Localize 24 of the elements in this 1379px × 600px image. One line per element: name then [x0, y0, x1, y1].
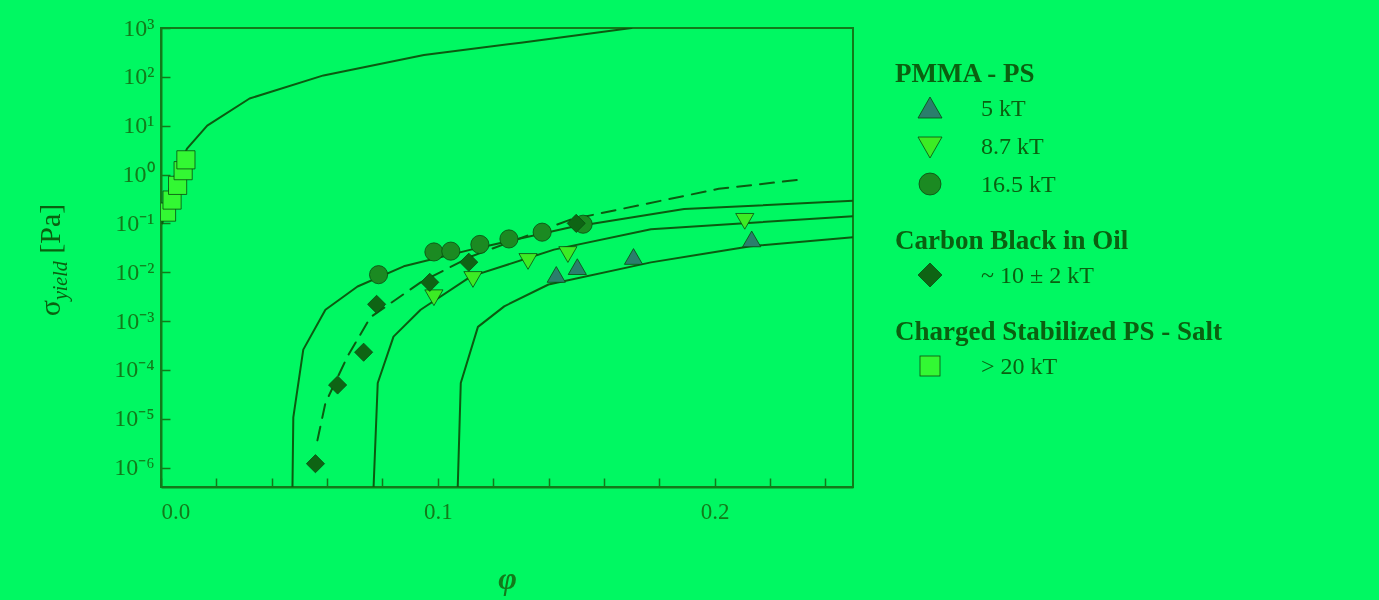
- legend-label: 16.5 kT: [981, 170, 1056, 198]
- y-tick-label: 10⁻⁴: [114, 356, 155, 383]
- y-tick-label: 10³: [123, 14, 155, 41]
- y-tick-label: 10²: [123, 63, 155, 90]
- text: Charged Stabilized PS - Salt: [895, 316, 1223, 347]
- y-tick-label: 10¹: [123, 112, 155, 139]
- y-tick-label: 10⁰: [122, 161, 155, 188]
- y-tick-label: 10⁻²: [115, 258, 155, 285]
- y-tick-label: 10⁻³: [115, 307, 155, 334]
- legend-label: 8.7 kT: [981, 132, 1044, 160]
- legend-label: > 20 kT: [981, 352, 1058, 380]
- x-axis-title: φ: [498, 559, 517, 596]
- line-series: [161, 28, 633, 225]
- line-series: [372, 215, 853, 487]
- legend-label: ~ 10 ± 2 kT: [981, 261, 1094, 289]
- x-tick-label: 0.1: [423, 498, 453, 524]
- text: PMMA - PS: [895, 58, 1036, 89]
- x-tick-label: 0.2: [700, 498, 730, 524]
- y-tick-label: 10⁻⁵: [114, 405, 155, 432]
- text: Carbon Black in Oil: [895, 225, 1130, 256]
- legend-label: 5 kT: [981, 94, 1026, 122]
- x-tick-label: 0.0: [161, 498, 191, 524]
- y-tick-label: 10⁻¹: [115, 209, 155, 236]
- y-tick-label: 10⁻⁶: [114, 454, 155, 481]
